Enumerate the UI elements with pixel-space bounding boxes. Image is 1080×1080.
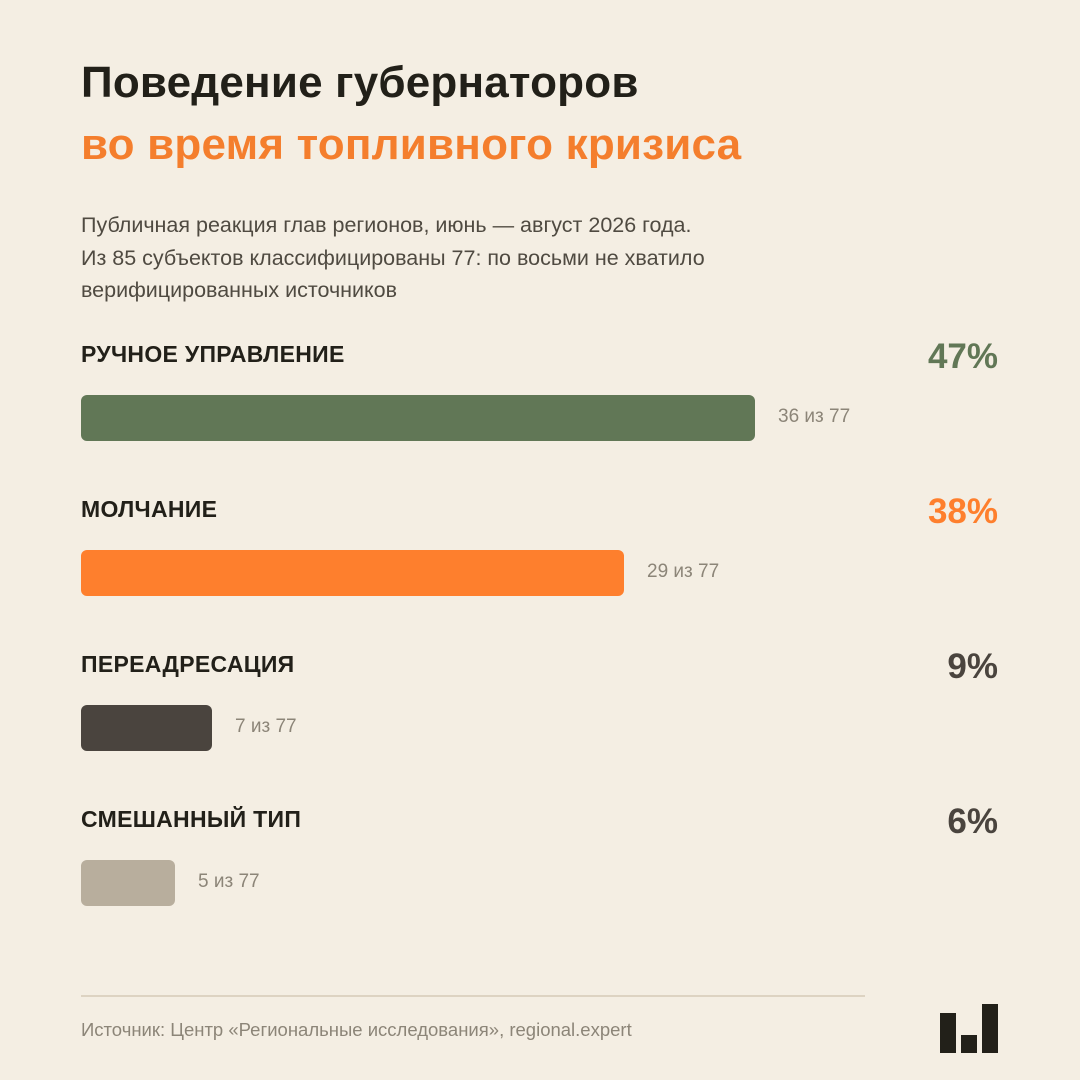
percent-label: 6% <box>947 802 998 841</box>
percent-label: 9% <box>947 647 998 686</box>
chart-title: Поведение губернаторов во время топливно… <box>81 52 741 176</box>
count-label: 5 из 77 <box>198 871 260 892</box>
bar <box>81 860 175 906</box>
chart-subtitle: Публичная реакция глав регионов, июнь — … <box>81 209 861 307</box>
category-label: СМЕШАННЫЙ ТИП <box>81 806 302 832</box>
source-note: Источник: Центр «Региональные исследован… <box>81 1019 632 1040</box>
bar-chart-logo-icon <box>940 1004 998 1053</box>
count-label: 29 из 77 <box>647 561 720 582</box>
percent-label: 47% <box>927 337 998 376</box>
subtitle-line-3: верифицированных источников <box>81 278 398 302</box>
bar <box>81 395 755 441</box>
subtitle-line-1: Публичная реакция глав регионов, июнь — … <box>81 213 692 237</box>
title-line-1: Поведение губернаторов <box>81 58 639 107</box>
count-label: 7 из 77 <box>235 716 297 737</box>
category-label: МОЛЧАНИЕ <box>81 496 218 522</box>
bar <box>81 550 624 596</box>
category-label: ПЕРЕАДРЕСАЦИЯ <box>81 651 295 677</box>
subtitle-line-2: Из 85 субъектов классифицированы 77: по … <box>81 245 705 270</box>
title-line-2: во время топливного кризиса <box>81 120 742 169</box>
category-label: РУЧНОЕ УПРАВЛЕНИЕ <box>81 341 345 367</box>
count-label: 36 из 77 <box>778 406 851 427</box>
bar <box>81 705 212 751</box>
percent-label: 38% <box>927 492 998 531</box>
footer-divider <box>81 995 865 997</box>
